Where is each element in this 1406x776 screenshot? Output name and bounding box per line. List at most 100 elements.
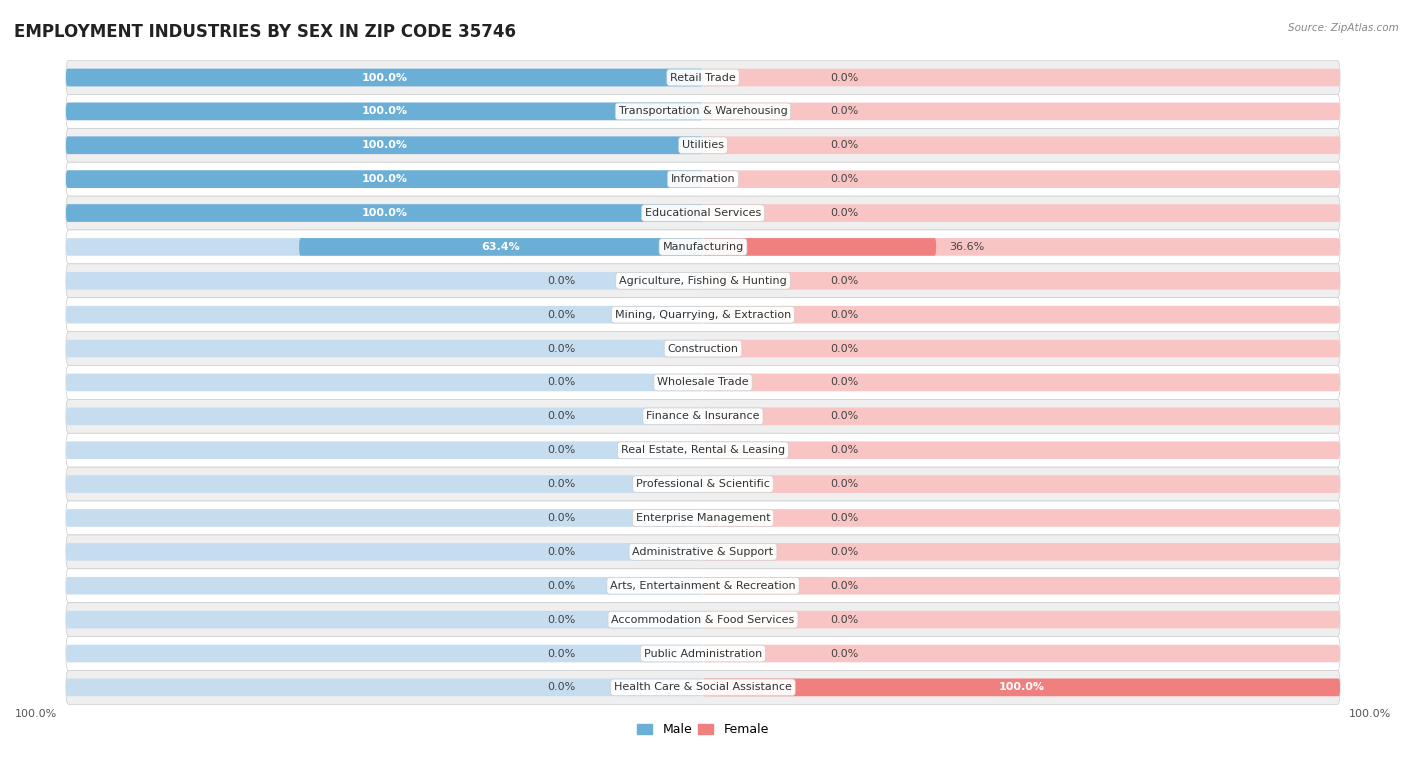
Text: Health Care & Social Assistance: Health Care & Social Assistance (614, 682, 792, 692)
Text: Administrative & Support: Administrative & Support (633, 547, 773, 557)
Legend: Male, Female: Male, Female (633, 718, 773, 741)
Text: 63.4%: 63.4% (482, 242, 520, 252)
Text: 0.0%: 0.0% (547, 310, 575, 320)
FancyBboxPatch shape (703, 238, 936, 256)
FancyBboxPatch shape (66, 204, 703, 222)
FancyBboxPatch shape (66, 467, 1340, 501)
Text: Public Administration: Public Administration (644, 649, 762, 659)
FancyBboxPatch shape (66, 204, 703, 222)
FancyBboxPatch shape (299, 238, 703, 256)
Text: 0.0%: 0.0% (547, 479, 575, 489)
FancyBboxPatch shape (703, 373, 1340, 391)
FancyBboxPatch shape (66, 230, 1340, 264)
Text: EMPLOYMENT INDUSTRIES BY SEX IN ZIP CODE 35746: EMPLOYMENT INDUSTRIES BY SEX IN ZIP CODE… (14, 23, 516, 41)
Text: Transportation & Warehousing: Transportation & Warehousing (619, 106, 787, 116)
Text: 0.0%: 0.0% (831, 411, 859, 421)
Text: 0.0%: 0.0% (831, 547, 859, 557)
Text: 0.0%: 0.0% (831, 513, 859, 523)
Text: 0.0%: 0.0% (547, 275, 575, 286)
FancyBboxPatch shape (66, 670, 1340, 705)
FancyBboxPatch shape (66, 433, 1340, 467)
Text: Real Estate, Rental & Leasing: Real Estate, Rental & Leasing (621, 445, 785, 456)
Text: 0.0%: 0.0% (547, 615, 575, 625)
Text: Mining, Quarrying, & Extraction: Mining, Quarrying, & Extraction (614, 310, 792, 320)
FancyBboxPatch shape (703, 69, 1340, 86)
FancyBboxPatch shape (66, 340, 703, 358)
Text: Information: Information (671, 174, 735, 184)
FancyBboxPatch shape (66, 400, 1340, 433)
Text: Professional & Scientific: Professional & Scientific (636, 479, 770, 489)
Text: 100.0%: 100.0% (998, 682, 1045, 692)
FancyBboxPatch shape (66, 535, 1340, 569)
FancyBboxPatch shape (66, 611, 703, 629)
Text: 0.0%: 0.0% (547, 377, 575, 387)
FancyBboxPatch shape (66, 475, 703, 493)
FancyBboxPatch shape (703, 475, 1340, 493)
FancyBboxPatch shape (703, 577, 1340, 594)
Text: 0.0%: 0.0% (547, 344, 575, 354)
FancyBboxPatch shape (66, 196, 1340, 230)
FancyBboxPatch shape (66, 509, 703, 527)
Text: Educational Services: Educational Services (645, 208, 761, 218)
Text: 0.0%: 0.0% (831, 344, 859, 354)
Text: 0.0%: 0.0% (831, 72, 859, 82)
FancyBboxPatch shape (703, 238, 1340, 256)
Text: Arts, Entertainment & Recreation: Arts, Entertainment & Recreation (610, 580, 796, 591)
FancyBboxPatch shape (703, 102, 1340, 120)
Text: 100.0%: 100.0% (361, 140, 408, 151)
Text: 0.0%: 0.0% (831, 106, 859, 116)
FancyBboxPatch shape (703, 645, 1340, 663)
FancyBboxPatch shape (66, 137, 703, 154)
FancyBboxPatch shape (703, 442, 1340, 459)
FancyBboxPatch shape (66, 238, 703, 256)
FancyBboxPatch shape (66, 171, 703, 188)
Text: 0.0%: 0.0% (547, 513, 575, 523)
Text: 0.0%: 0.0% (547, 445, 575, 456)
FancyBboxPatch shape (66, 442, 703, 459)
FancyBboxPatch shape (66, 137, 703, 154)
Text: 0.0%: 0.0% (547, 411, 575, 421)
Text: Enterprise Management: Enterprise Management (636, 513, 770, 523)
FancyBboxPatch shape (66, 365, 1340, 400)
Text: 0.0%: 0.0% (547, 547, 575, 557)
Text: 100.0%: 100.0% (361, 208, 408, 218)
FancyBboxPatch shape (66, 69, 703, 86)
FancyBboxPatch shape (703, 543, 1340, 561)
FancyBboxPatch shape (703, 611, 1340, 629)
FancyBboxPatch shape (66, 373, 703, 391)
FancyBboxPatch shape (66, 264, 1340, 298)
FancyBboxPatch shape (66, 298, 1340, 331)
Text: 0.0%: 0.0% (831, 310, 859, 320)
Text: 0.0%: 0.0% (831, 174, 859, 184)
Text: 0.0%: 0.0% (831, 649, 859, 659)
FancyBboxPatch shape (66, 636, 1340, 670)
Text: Source: ZipAtlas.com: Source: ZipAtlas.com (1288, 23, 1399, 33)
Text: 0.0%: 0.0% (547, 580, 575, 591)
Text: 0.0%: 0.0% (831, 615, 859, 625)
FancyBboxPatch shape (66, 501, 1340, 535)
FancyBboxPatch shape (66, 162, 1340, 196)
FancyBboxPatch shape (66, 102, 703, 120)
FancyBboxPatch shape (66, 128, 1340, 162)
Text: 0.0%: 0.0% (831, 140, 859, 151)
FancyBboxPatch shape (66, 306, 703, 324)
Text: 36.6%: 36.6% (949, 242, 984, 252)
Text: 100.0%: 100.0% (361, 72, 408, 82)
Text: 0.0%: 0.0% (547, 682, 575, 692)
Text: Agriculture, Fishing & Hunting: Agriculture, Fishing & Hunting (619, 275, 787, 286)
FancyBboxPatch shape (66, 543, 703, 561)
FancyBboxPatch shape (703, 678, 1340, 696)
Text: 0.0%: 0.0% (831, 479, 859, 489)
Text: 0.0%: 0.0% (547, 649, 575, 659)
Text: 100.0%: 100.0% (361, 174, 408, 184)
FancyBboxPatch shape (66, 272, 703, 289)
FancyBboxPatch shape (66, 61, 1340, 95)
FancyBboxPatch shape (703, 340, 1340, 358)
Text: 0.0%: 0.0% (831, 275, 859, 286)
Text: 100.0%: 100.0% (361, 106, 408, 116)
FancyBboxPatch shape (66, 603, 1340, 636)
Text: Utilities: Utilities (682, 140, 724, 151)
Text: Wholesale Trade: Wholesale Trade (657, 377, 749, 387)
Text: Retail Trade: Retail Trade (671, 72, 735, 82)
Text: 100.0%: 100.0% (1348, 709, 1391, 719)
